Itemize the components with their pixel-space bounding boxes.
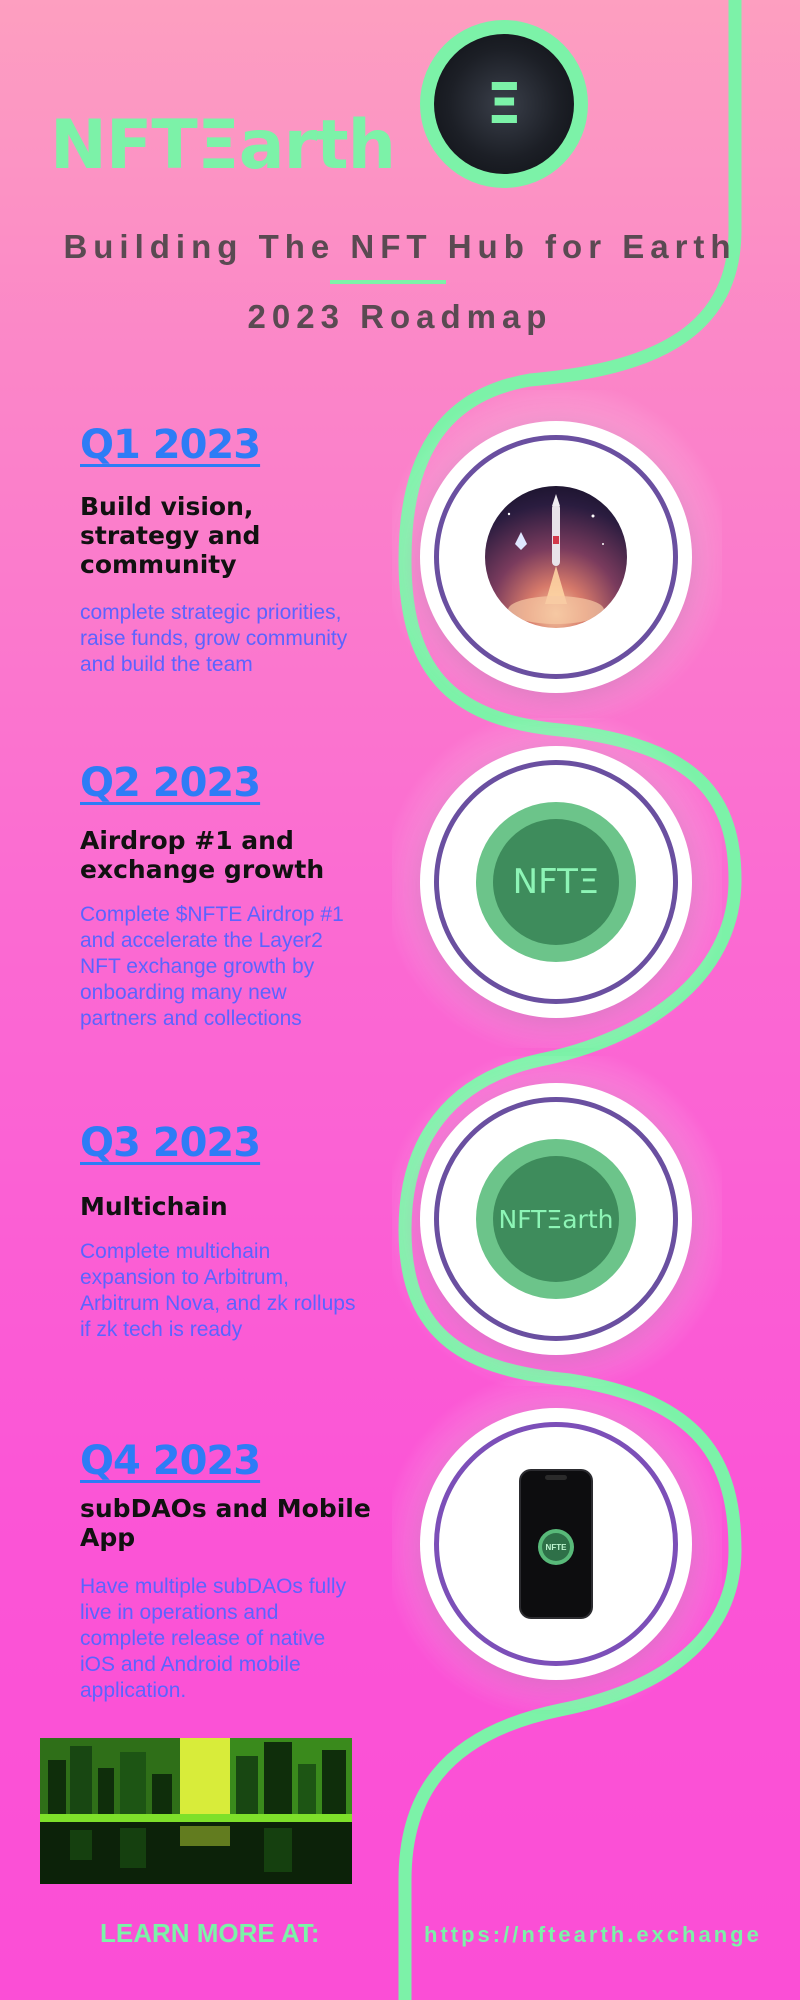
title-divider bbox=[330, 280, 446, 284]
q3-milestone-disc: NFTΞarth bbox=[420, 1083, 692, 1355]
q4-heading: subDAOs and Mobile App bbox=[80, 1494, 371, 1552]
q2-title: Q2 2023 bbox=[80, 760, 261, 806]
q3-ring bbox=[434, 1097, 678, 1341]
nftearth-logo: NFTΞarth bbox=[50, 106, 396, 185]
app-icon-label: NFTE bbox=[542, 1533, 570, 1561]
website-link[interactable]: https://nftearth.exchange bbox=[424, 1922, 762, 1947]
logo-badge-icon: Ξ bbox=[434, 34, 574, 174]
q1-ring bbox=[434, 435, 678, 679]
page-subtitle: 2023 Roadmap bbox=[247, 298, 553, 335]
phone-notch bbox=[545, 1475, 567, 1480]
q3-description: Complete multichain expansion to Arbitru… bbox=[80, 1240, 356, 1341]
q4-title: Q4 2023 bbox=[80, 1438, 261, 1484]
q2-description: Complete $NFTE Airdrop #1 and accelerate… bbox=[80, 903, 344, 1030]
nftearth-coin-icon: NFTΞarth bbox=[476, 1139, 636, 1299]
nfte-app-icon: NFTE bbox=[538, 1529, 574, 1565]
logo-badge: Ξ bbox=[420, 20, 588, 188]
q2-ring bbox=[434, 760, 678, 1004]
q1-description: complete strategic priorities, raise fun… bbox=[80, 601, 348, 676]
q4-ring bbox=[434, 1422, 678, 1666]
nfte-coin-text: NFTΞ bbox=[493, 819, 619, 945]
page-title: Building The NFT Hub for Earth bbox=[63, 228, 737, 265]
city-skyline-icon bbox=[40, 1738, 352, 1884]
q4-description: Have multiple subDAOs fully live in oper… bbox=[80, 1575, 347, 1702]
nftearth-coin-text: NFTΞarth bbox=[493, 1156, 619, 1282]
q2-heading: Airdrop #1 and exchange growth bbox=[80, 826, 325, 884]
rocket-launch-icon bbox=[485, 486, 627, 628]
mobile-phone-icon: NFTE bbox=[519, 1469, 593, 1619]
rocket-icon bbox=[507, 494, 604, 624]
q4-milestone-disc: NFTE bbox=[420, 1408, 692, 1680]
learn-more-label: LEARN MORE AT: bbox=[100, 1918, 320, 1948]
q3-heading: Multichain bbox=[80, 1192, 228, 1221]
q2-milestone-disc: NFTΞ bbox=[420, 746, 692, 1018]
q1-milestone-disc bbox=[420, 421, 692, 693]
q1-heading: Build vision, strategy and community bbox=[80, 492, 261, 579]
q1-title: Q1 2023 bbox=[80, 422, 261, 468]
nfte-coin-icon: NFTΞ bbox=[476, 802, 636, 962]
q3-title: Q3 2023 bbox=[80, 1120, 261, 1166]
futuristic-city-image bbox=[40, 1738, 352, 1884]
